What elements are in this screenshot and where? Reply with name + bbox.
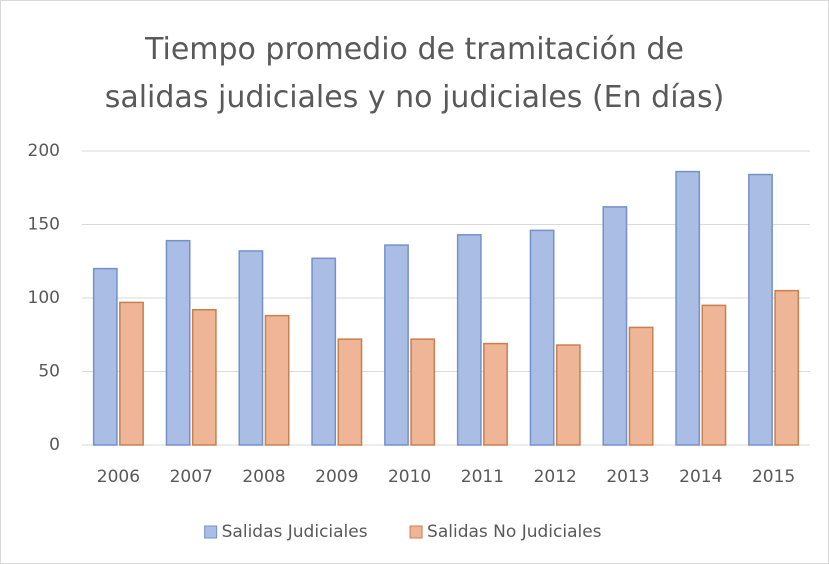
legend-swatch [409,525,423,539]
bar [238,250,264,446]
bar [311,257,337,446]
bar [191,309,217,446]
bar [384,244,409,446]
bar [602,206,628,446]
chart-title: Tiempo promedio de tramitación de salida… [104,32,725,115]
bar [337,338,363,446]
bar [701,304,727,446]
bar [119,301,144,446]
y-tick-label: 150 [28,215,60,235]
bar [555,344,581,446]
x-tick-label: 2009 [315,467,358,487]
bar [92,267,118,446]
bar [529,229,555,446]
x-tick-label: 2014 [679,467,722,487]
x-tick-label: 2013 [606,467,649,487]
legend-label: Salidas No Judiciales [427,522,602,542]
bar [748,173,773,446]
x-tick-label: 2012 [534,467,577,487]
bar [628,326,654,446]
bar [483,342,508,446]
y-tick-label: 100 [28,288,60,308]
y-tick-label: 50 [38,362,60,382]
bar [675,170,701,446]
x-tick-label: 2007 [170,467,213,487]
x-tick-label: 2006 [97,467,140,487]
legend-swatch [204,525,218,539]
bar [165,239,191,446]
legend-label: Salidas Judiciales [222,522,368,542]
bar [264,314,290,446]
bar [456,234,482,446]
y-tick-label: 0 [49,435,60,455]
bar [774,289,800,446]
x-tick-label: 2011 [461,467,504,487]
x-tick-label: 2010 [388,467,431,487]
bar [410,338,436,446]
x-tick-label: 2008 [242,467,285,487]
y-tick-label: 200 [28,141,60,161]
x-tick-label: 2015 [752,467,795,487]
